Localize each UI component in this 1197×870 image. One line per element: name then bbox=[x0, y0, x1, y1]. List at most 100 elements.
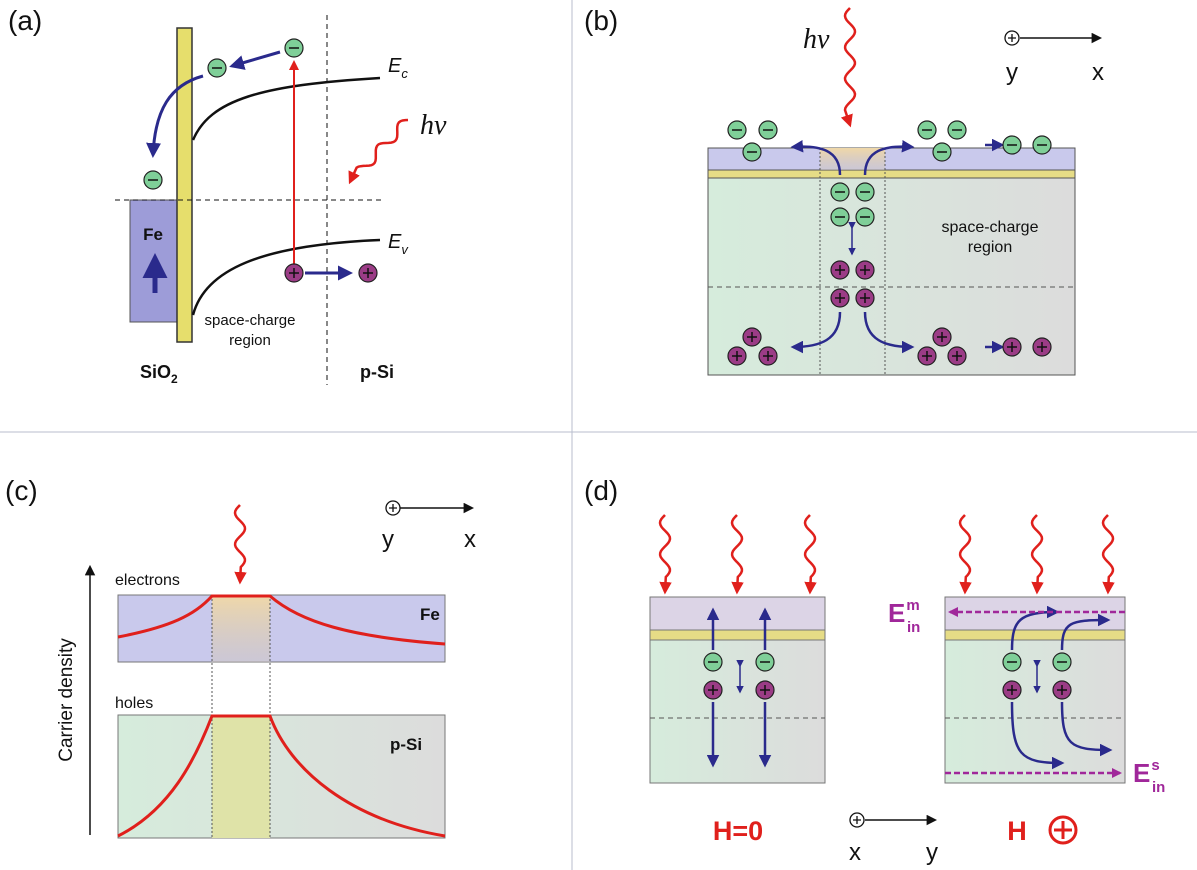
hole bbox=[359, 264, 377, 282]
hole bbox=[1053, 681, 1071, 699]
hole bbox=[728, 347, 746, 365]
hole bbox=[831, 289, 849, 307]
axis-label: y bbox=[1006, 59, 1018, 86]
axis-label: y bbox=[926, 839, 938, 866]
y-axis-label: Carrier density bbox=[56, 638, 77, 762]
tspan-shape: c bbox=[401, 66, 408, 81]
device-left bbox=[650, 597, 825, 783]
electron bbox=[831, 183, 849, 201]
oxide-layer bbox=[708, 170, 1075, 178]
hole bbox=[704, 681, 722, 699]
photon-arrow bbox=[660, 515, 670, 592]
fe-layer bbox=[708, 148, 1075, 170]
panel-label: (b) bbox=[584, 5, 618, 36]
oxide-label: SiO2 bbox=[140, 362, 178, 386]
photon-arrow bbox=[235, 505, 245, 582]
electron bbox=[948, 121, 966, 139]
electron bbox=[144, 171, 162, 189]
scr-label: region bbox=[968, 239, 1012, 256]
electron bbox=[1033, 136, 1051, 154]
hole bbox=[1033, 338, 1051, 356]
electron bbox=[918, 121, 936, 139]
axis-origin bbox=[386, 501, 400, 515]
light-spot bbox=[212, 595, 270, 662]
electron bbox=[208, 59, 226, 77]
electron bbox=[1003, 136, 1021, 154]
si-box bbox=[118, 715, 445, 838]
carrier-arrow bbox=[232, 52, 280, 66]
photon-arrow bbox=[1032, 515, 1042, 592]
photon-arrow bbox=[960, 515, 970, 592]
hole bbox=[1003, 681, 1021, 699]
axis-origin bbox=[850, 813, 864, 827]
semi-label: p-Si bbox=[360, 362, 394, 382]
tspan-shape: E bbox=[388, 231, 402, 253]
panel-label: (d) bbox=[584, 475, 618, 506]
device-right bbox=[945, 597, 1125, 783]
tspan-shape: E bbox=[1133, 758, 1150, 788]
photon-label: hν bbox=[803, 24, 830, 55]
electron bbox=[743, 143, 761, 161]
fe-label: Fe bbox=[420, 605, 440, 624]
rect-shape bbox=[945, 630, 1125, 640]
electron bbox=[285, 39, 303, 57]
panel-label: (c) bbox=[5, 475, 38, 506]
tspan-shape: s bbox=[1151, 757, 1159, 774]
scr-label: space-charge bbox=[205, 312, 296, 329]
axis-label: x bbox=[464, 526, 476, 553]
tspan-shape: SiO bbox=[140, 362, 171, 382]
tspan-shape: in bbox=[1152, 779, 1165, 796]
electron bbox=[856, 183, 874, 201]
axis-label: x bbox=[1092, 59, 1104, 86]
hole bbox=[856, 261, 874, 279]
tspan-shape: m bbox=[906, 597, 919, 614]
ec-label: Ec bbox=[388, 55, 408, 81]
tspan-shape: 2 bbox=[171, 372, 178, 386]
electron bbox=[759, 121, 777, 139]
electron bbox=[704, 653, 722, 671]
hole bbox=[756, 681, 774, 699]
electron bbox=[1003, 653, 1021, 671]
electron bbox=[756, 653, 774, 671]
figure: (a) Fe Ec Ev hν space-charge region SiO2… bbox=[0, 0, 1197, 870]
field-direction-icon bbox=[1050, 817, 1076, 843]
axis-origin-sign bbox=[853, 816, 861, 824]
rect-shape bbox=[650, 597, 825, 630]
axis-label: x bbox=[849, 839, 861, 866]
rect-shape bbox=[650, 640, 825, 783]
electrons-label: electrons bbox=[115, 572, 180, 589]
rect-shape bbox=[650, 630, 825, 640]
field-label: H bbox=[1007, 816, 1027, 846]
hole bbox=[948, 347, 966, 365]
tspan-shape: E bbox=[388, 55, 402, 77]
tspan-shape: in bbox=[907, 619, 920, 636]
hole bbox=[933, 328, 951, 346]
ev-label: Ev bbox=[388, 231, 409, 257]
fe-label: Fe bbox=[143, 225, 163, 244]
photon-arrow bbox=[732, 515, 742, 592]
axis-origin bbox=[1005, 31, 1019, 45]
tspan-shape: E bbox=[888, 598, 905, 628]
conduction-band bbox=[193, 78, 380, 140]
panel-label: (a) bbox=[8, 5, 42, 36]
tspan-shape: v bbox=[401, 242, 409, 257]
scr-label: space-charge bbox=[942, 219, 1039, 236]
photon-arrow bbox=[805, 515, 815, 592]
hole bbox=[743, 328, 761, 346]
hole bbox=[759, 347, 777, 365]
electron bbox=[728, 121, 746, 139]
photon-arrow bbox=[845, 8, 855, 125]
em-label: Em in bbox=[888, 597, 920, 636]
electron bbox=[933, 143, 951, 161]
photon-arrow bbox=[350, 120, 408, 182]
electron bbox=[856, 208, 874, 226]
hole bbox=[285, 264, 303, 282]
axis-label: y bbox=[382, 526, 394, 553]
photon-label: hν bbox=[420, 110, 447, 141]
electron bbox=[1053, 653, 1071, 671]
holes-label: holes bbox=[115, 695, 153, 712]
hole bbox=[1003, 338, 1021, 356]
photon-arrow bbox=[1103, 515, 1113, 592]
scr-label: region bbox=[229, 332, 271, 349]
electron bbox=[831, 208, 849, 226]
